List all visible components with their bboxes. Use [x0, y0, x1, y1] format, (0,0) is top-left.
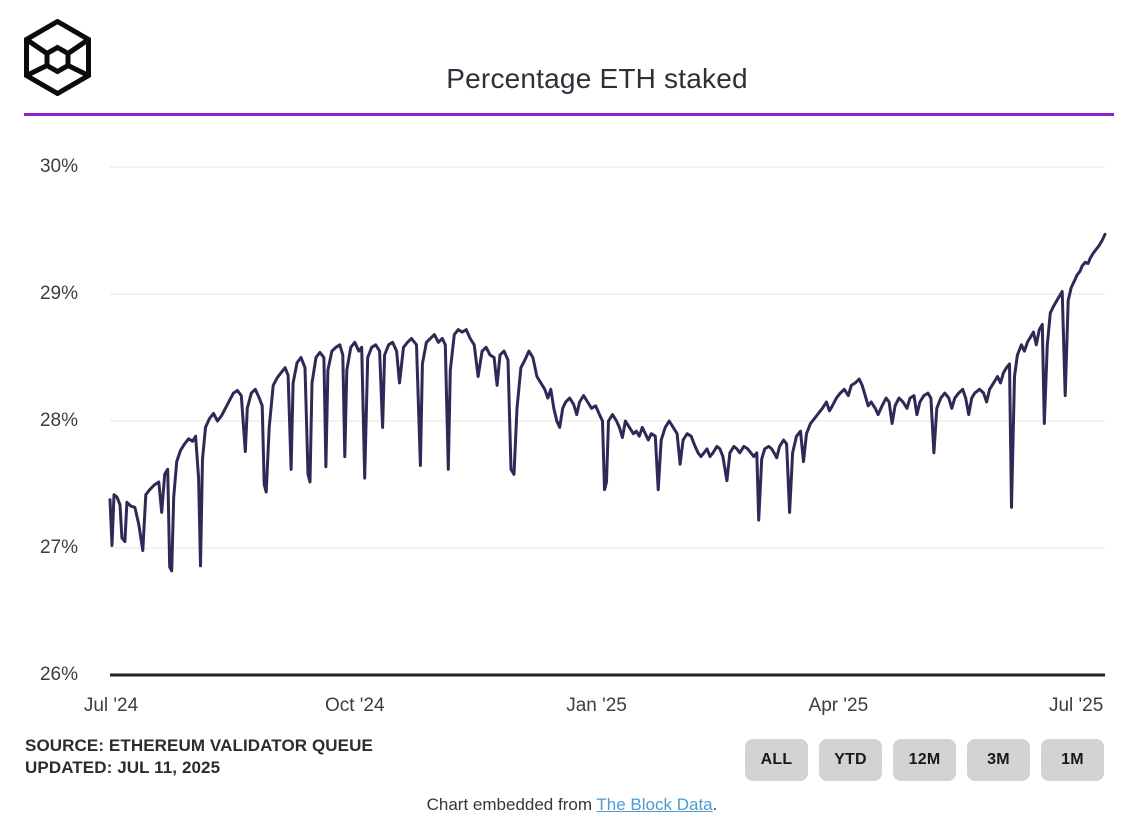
- footer-text: Chart embedded from: [426, 795, 597, 814]
- range-button-ytd[interactable]: YTD: [819, 739, 882, 781]
- y-tick-label: 27%: [39, 537, 78, 558]
- x-tick-label: Jan '25: [566, 695, 627, 716]
- eth-staked-series-line: [108, 232, 1107, 573]
- x-tick-label: Oct '24: [324, 695, 385, 716]
- y-tick-label: 30%: [39, 156, 78, 177]
- range-button-3m[interactable]: 3M: [967, 739, 1030, 781]
- x-tick-label: Jul '25: [1048, 695, 1104, 716]
- range-button-1m[interactable]: 1M: [1041, 739, 1104, 781]
- source-attribution: SOURCE: ETHEREUM VALIDATOR QUEUE UPDATED…: [25, 735, 373, 779]
- range-selector: ALL YTD 12M 3M 1M: [745, 739, 1104, 781]
- y-tick-label: 28%: [39, 410, 78, 431]
- the-block-data-link[interactable]: The Block Data: [596, 795, 713, 814]
- chart-title: Percentage ETH staked: [446, 62, 748, 94]
- footer-period: .: [712, 795, 718, 814]
- y-tick-label: 26%: [39, 664, 78, 685]
- purple-divider: [24, 113, 1114, 116]
- updated-line: UPDATED: JUL 11, 2025: [25, 758, 221, 777]
- y-tick-label: 29%: [39, 283, 78, 304]
- embed-footer: Chart embedded from The Block Data.: [0, 795, 1144, 815]
- x-tick-label: Jul '24: [83, 695, 139, 716]
- x-tick-label: Apr '25: [808, 695, 869, 716]
- the-block-logo-icon: [24, 19, 91, 96]
- chart-plot-area[interactable]: 30% 29% 28% 27% 26% Jul '24 Oct '24 Jan '25 Apr…: [0, 128, 1144, 728]
- range-button-12m[interactable]: 12M: [893, 739, 956, 781]
- source-line: SOURCE: ETHEREUM VALIDATOR QUEUE: [25, 736, 373, 755]
- range-button-all[interactable]: ALL: [745, 739, 808, 781]
